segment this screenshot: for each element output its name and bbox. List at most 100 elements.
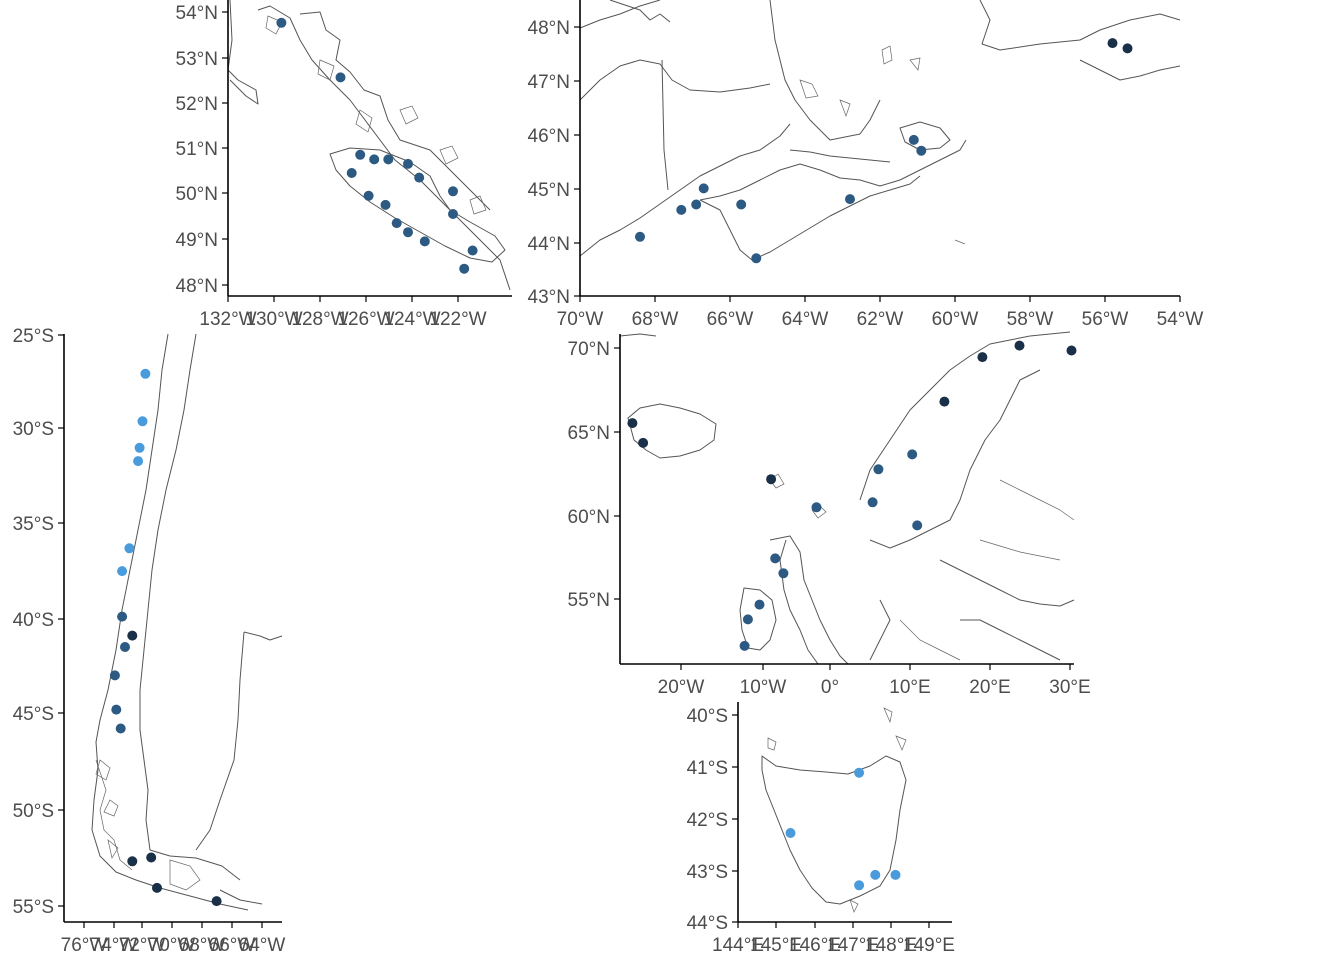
occurrence-point — [676, 204, 687, 215]
x-tick-label: 0° — [821, 677, 839, 698]
occurrence-point — [120, 642, 130, 652]
y-tick-label: 54°N — [176, 3, 218, 24]
occurrence-point — [751, 253, 762, 264]
occurrence-point — [766, 474, 777, 485]
x-tick-label: 30°E — [1049, 677, 1090, 698]
x-tick-label: 146°E — [789, 935, 841, 956]
y-tick-label: 50°N — [176, 184, 218, 205]
occurrence-point — [1122, 43, 1133, 54]
y-tick-label: 35°S — [13, 514, 54, 535]
x-tick-label: 62°W — [857, 309, 904, 330]
occurrence-point — [845, 194, 855, 205]
y-tick-label: 50°S — [13, 801, 54, 822]
x-tick-label: 132°W — [199, 309, 256, 330]
occurrence-point — [1014, 340, 1025, 351]
occurrence-point — [383, 154, 394, 165]
occurrence-point — [152, 882, 162, 893]
occurrence-point — [346, 168, 357, 178]
occurrence-point — [137, 416, 148, 427]
occurrence-point — [698, 183, 709, 194]
y-tick-label: 51°N — [176, 139, 218, 160]
coastline-atlantic-canada — [579, 0, 1181, 261]
x-tick-label: 54°W — [1157, 309, 1204, 330]
occurrence-point — [635, 231, 645, 242]
occurrence-point — [459, 263, 470, 274]
occurrence-point — [939, 396, 950, 407]
x-tick-label: 70°W — [149, 935, 196, 956]
y-tick-label: 40°S — [687, 706, 728, 727]
occurrence-point — [742, 614, 753, 625]
x-tick-label: 126°W — [337, 309, 394, 330]
occurrence-point — [276, 17, 287, 28]
y-tick-label: 44°S — [687, 913, 728, 934]
x-tick-label: 130°W — [245, 309, 302, 330]
y-tick-label: 47°N — [528, 72, 570, 93]
panel-atlantic-canada: 70°W 68°W 66°W 64°W 62°W 60°W 58°W 56°W 54°W 48°N… — [528, 0, 1204, 330]
occurrence-point — [115, 723, 126, 734]
x-tick-label: 60°W — [932, 309, 979, 330]
occurrence-point — [627, 418, 638, 429]
occurrence-point — [1066, 345, 1077, 356]
x-tick-label: 128°W — [291, 309, 348, 330]
coastline-north-europe — [619, 331, 1075, 665]
occurrence-point — [117, 566, 128, 577]
occurrence-point — [854, 767, 865, 778]
y-tick-label: 52°N — [176, 94, 218, 115]
occurrence-point — [916, 145, 927, 156]
points-north-europe — [627, 340, 1077, 651]
occurrence-point — [770, 553, 781, 564]
occurrence-point — [403, 158, 413, 169]
occurrence-point — [109, 670, 120, 681]
x-tick-label: 64°W — [239, 935, 286, 956]
occurrence-point — [811, 502, 822, 513]
occurrence-point — [355, 149, 366, 160]
occurrence-point — [867, 497, 878, 508]
occurrence-point — [870, 869, 881, 880]
x-tick-label: 64°W — [782, 309, 829, 330]
x-tick-label: 10°E — [889, 677, 930, 698]
y-tick-label: 53°N — [176, 49, 218, 70]
ticks-north-europe: 20°W 10°W 0° 10°E 20°E 30°E 70°N 65°N 60°N 55°N — [568, 339, 1091, 698]
ticks-atlantic-canada: 70°W 68°W 66°W 64°W 62°W 60°W 58°W 56°W 54°W 48°N… — [528, 18, 1204, 330]
y-tick-label: 70°N — [568, 339, 610, 360]
y-tick-label: 55°S — [13, 897, 54, 918]
points-bc — [276, 17, 478, 274]
occurrence-point — [873, 464, 884, 475]
x-tick-label: 58°W — [1007, 309, 1054, 330]
occurrence-point — [754, 599, 765, 610]
occurrence-point — [124, 543, 135, 554]
occurrence-point — [854, 880, 865, 891]
occurrence-point — [391, 218, 402, 229]
x-tick-label: 70°W — [557, 309, 604, 330]
x-tick-label: 68°W — [179, 935, 226, 956]
x-tick-label: 10°W — [740, 677, 787, 698]
y-tick-label: 60°N — [568, 507, 610, 528]
coastline-tasmania — [761, 707, 907, 913]
occurrence-point — [363, 190, 374, 201]
occurrence-point — [127, 630, 138, 641]
occurrence-point — [907, 449, 918, 460]
x-tick-label: 68°W — [632, 309, 679, 330]
x-tick-label: 74°W — [91, 935, 138, 956]
occurrence-point — [977, 352, 988, 363]
y-tick-label: 30°S — [13, 419, 54, 440]
x-tick-label: 66°W — [209, 935, 256, 956]
x-tick-label: 76°W — [61, 935, 108, 956]
x-tick-label: 20°W — [658, 677, 705, 698]
y-tick-label: 65°N — [568, 423, 610, 444]
x-tick-label: 124°W — [383, 309, 440, 330]
ticks-chile: 76°W74°W72°W70°W68°W66°W64°W 25°S 30°S 35°S… — [13, 326, 286, 956]
panel-north-europe: 20°W 10°W 0° 10°E 20°E 30°E 70°N 65°N 60°N 55°N — [568, 331, 1091, 698]
occurrence-point — [908, 134, 919, 145]
y-tick-label: 43°N — [528, 287, 570, 308]
panel-chile: 76°W74°W72°W70°W68°W66°W64°W 25°S 30°S 35°S… — [13, 326, 286, 956]
occurrence-point — [912, 520, 923, 531]
occurrence-point — [785, 828, 796, 838]
y-tick-label: 43°S — [687, 862, 728, 883]
x-tick-label: 147°E — [827, 935, 879, 956]
coastline-bc — [227, 0, 511, 291]
